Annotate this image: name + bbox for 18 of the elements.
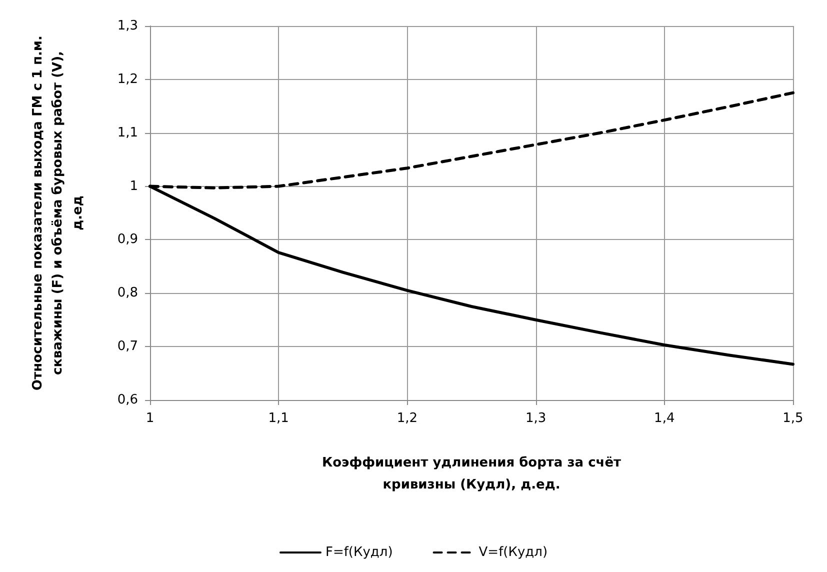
legend-label: F=f(Кудл) <box>325 545 393 560</box>
x-tick-label: 1,1 <box>268 411 289 426</box>
y-tick-label: 0,7 <box>117 339 138 354</box>
x-tick-label: 1,5 <box>782 411 804 426</box>
y-tick-label: 1 <box>130 178 138 194</box>
y-tick-label: 0,6 <box>117 392 138 408</box>
x-tick-label: 1,3 <box>525 411 546 426</box>
x-tick-label: 1,4 <box>654 411 675 426</box>
y-tick-label: 1,3 <box>117 18 138 34</box>
y-tick-label: 1,1 <box>117 125 138 140</box>
y-tick-label: 0,9 <box>117 232 138 248</box>
y-tick-label: 0,8 <box>117 286 138 301</box>
x-axis-title: Коэффициент удлинения борта за счёт кривизны (Кудл), д.ед. <box>322 456 622 492</box>
y-tick-label: 1,2 <box>117 72 138 87</box>
y-axis-title: Относительные показатели выхода ГМ с 1 п.м. скважины (F) и объёма буровых работ (V), д.ед <box>30 36 86 390</box>
x-tick-label: 1,2 <box>396 411 418 426</box>
x-tick-label: 1 <box>146 411 154 426</box>
legend-label: V=f(Кудл) <box>478 545 548 560</box>
